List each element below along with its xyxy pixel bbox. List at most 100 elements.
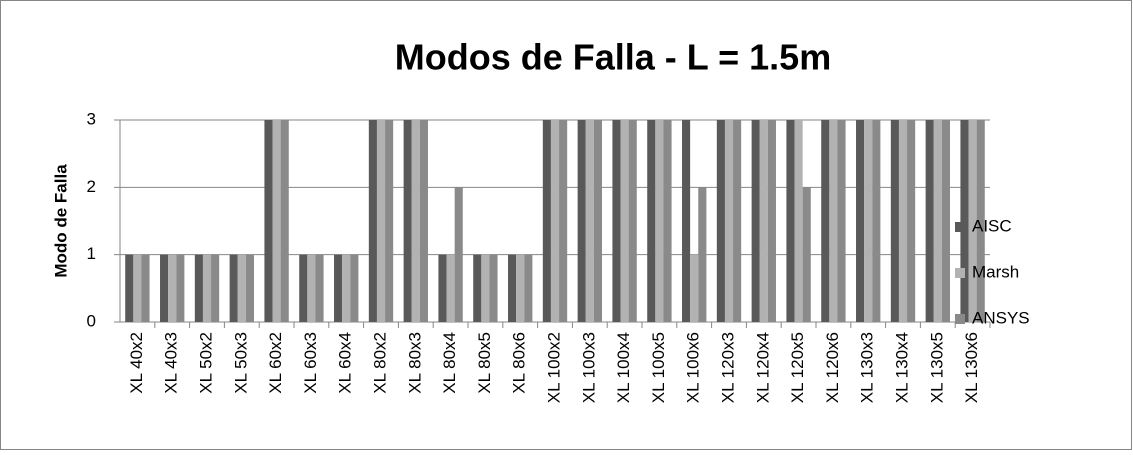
bar [786,120,795,322]
bar [376,120,386,322]
bar [794,120,803,322]
bar [133,254,142,322]
x-tick-label: XL 120x4 [753,332,772,403]
bar [176,254,185,322]
bar [299,254,308,322]
bar [419,120,428,322]
x-tick-label: XL 130x5 [927,332,946,403]
bar [759,120,768,322]
bar [655,120,664,322]
legend-label: AISC [972,216,1012,235]
bar [237,254,246,322]
bar [585,120,594,322]
bar [454,187,463,322]
bar [524,254,533,322]
x-tick-label: XL 80x4 [440,332,459,394]
x-tick-label: XL 130x6 [962,332,981,403]
bar [272,120,281,322]
bar [968,120,977,322]
bar [168,254,177,322]
bar [864,120,873,322]
bar [315,254,324,322]
chart-title: Modos de Falla - L = 1.5m [395,37,831,78]
bar [550,120,560,322]
x-tick-label: XL 100x5 [649,332,668,403]
y-axis-label: Modo de Falla [51,164,70,278]
bar [385,120,394,322]
bar [508,254,517,322]
x-tick-label: XL 50x2 [196,332,215,394]
y-tick-label: 3 [87,109,96,128]
bar [438,254,447,322]
bar [577,120,586,322]
x-tick-label: XL 100x2 [544,332,563,403]
x-tick-label: XL 40x3 [162,332,181,394]
bar [620,120,629,322]
bar [194,254,203,322]
bar [821,120,830,322]
bar [473,254,482,322]
bar [690,254,699,322]
bar [141,254,150,322]
bar [751,120,760,322]
x-tick-label: XL 120x5 [788,332,807,403]
bar [411,120,420,322]
bar [516,254,525,322]
x-tick-label: XL 130x3 [858,332,877,403]
bar [125,254,134,322]
bar [542,120,551,322]
bar [829,120,838,322]
bar [698,187,707,322]
x-tick-label: XL 60x2 [266,332,285,394]
bar [628,120,637,322]
legend-label: ANSYS [972,308,1030,327]
bar [403,120,412,322]
x-tick-label: XL 100x4 [614,332,633,403]
x-tick-label: XL 80x3 [405,332,424,394]
bar [342,254,351,322]
x-tick-label: XL 100x3 [579,332,598,403]
bar [559,120,568,322]
bar [663,120,672,322]
bar [767,120,776,322]
bar [890,120,899,322]
y-tick-label: 0 [87,311,96,330]
bar [647,120,656,322]
bar [733,120,742,322]
x-tick-label: XL 60x4 [336,332,355,394]
bar [350,254,359,322]
bar [976,120,985,322]
x-tick-label: XL 130x4 [892,332,911,403]
x-tick-label: XL 50x3 [231,332,250,394]
bar [925,120,934,322]
x-tick-label: XL 120x3 [718,332,737,403]
legend-swatch [955,314,965,324]
bar [307,254,316,322]
legend-swatch [955,222,965,232]
bar [716,120,725,322]
x-tick-label: XL 40x2 [127,332,146,394]
legend-swatch [955,268,965,278]
x-tick-label: XL 60x3 [301,332,320,394]
bar [612,120,621,322]
x-tick-label: XL 80x6 [510,332,529,394]
bar [933,120,942,322]
legend-label: Marsh [972,262,1019,281]
bar [245,254,254,322]
bar [446,254,455,322]
y-tick-label: 2 [87,177,96,196]
x-tick-label: XL 100x6 [684,332,703,403]
bar [724,120,734,322]
bar [280,120,289,322]
bar [481,254,490,322]
x-tick-label: XL 80x2 [370,332,389,394]
bar [907,120,916,322]
bar [682,120,691,322]
bar [264,120,273,322]
bar [872,120,881,322]
bar [941,120,950,322]
bar [368,120,377,322]
bar [593,120,602,322]
bar [802,187,811,322]
